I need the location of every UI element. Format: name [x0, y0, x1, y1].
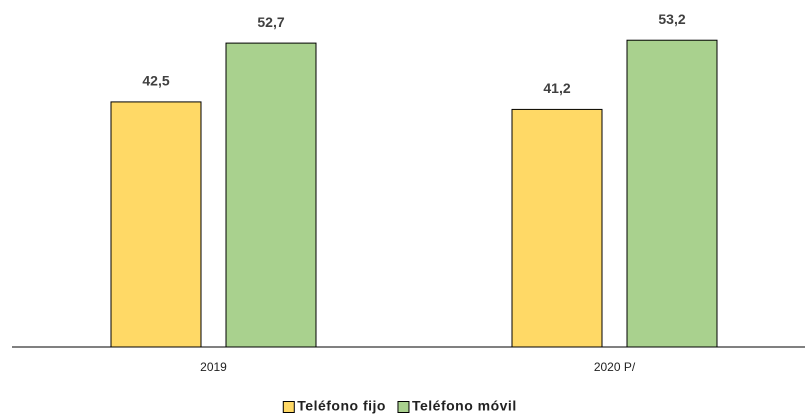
legend-label: Teléfono fijo: [297, 398, 386, 414]
bar: [511, 108, 603, 348]
legend-label: Teléfono móvil: [412, 398, 517, 414]
legend-swatch: [397, 401, 410, 413]
value-label: 41,2: [543, 80, 570, 96]
value-label: 42,5: [142, 73, 169, 89]
bar: [110, 101, 202, 348]
x-tick-label: 2019: [200, 360, 227, 374]
x-tick-label: 2020 P/: [594, 360, 636, 374]
bar: [626, 39, 718, 348]
value-label: 53,2: [658, 11, 685, 27]
legend-swatch: [282, 401, 295, 413]
value-label: 52,7: [257, 14, 284, 30]
bar: [225, 42, 317, 348]
